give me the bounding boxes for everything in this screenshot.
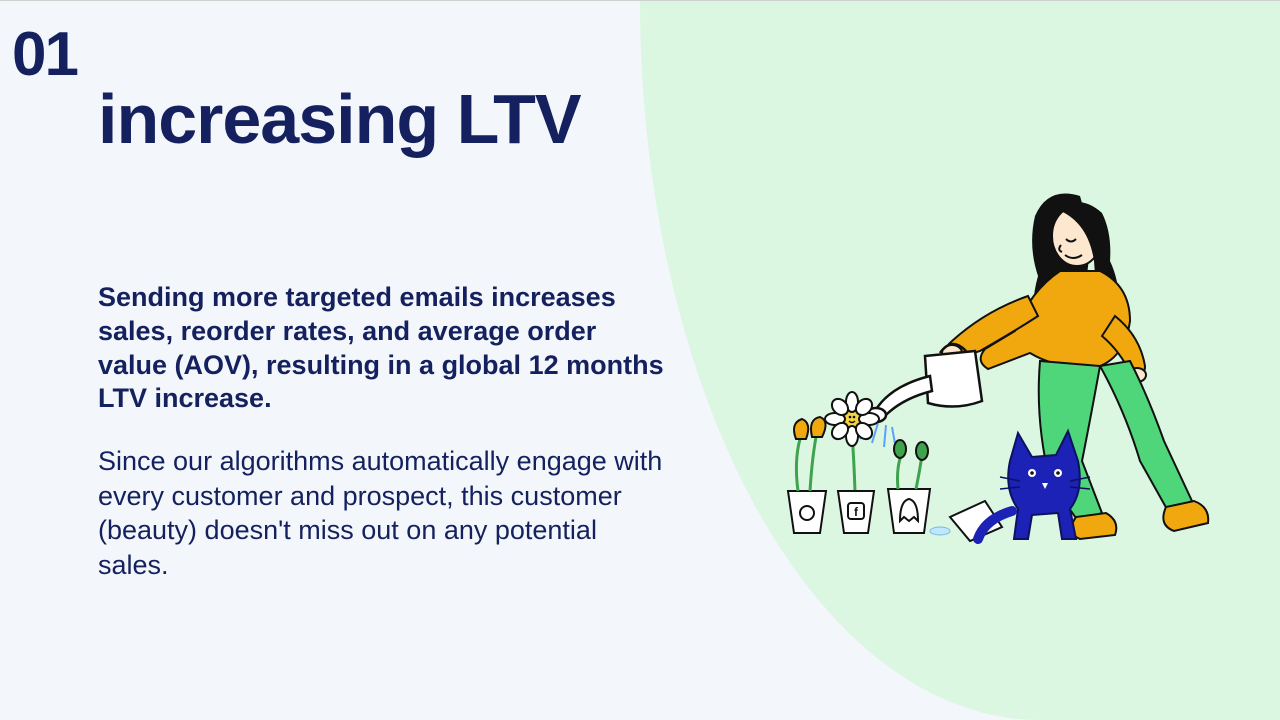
pot-ghost-icon (888, 440, 950, 535)
shoe-right-icon (1163, 501, 1208, 531)
daisy-icon: f (825, 392, 879, 533)
paragraph-bold: Sending more targeted emails increases s… (98, 281, 668, 416)
paragraph-regular: Since our algorithms automatically engag… (98, 444, 668, 582)
slide-title: increasing LTV (98, 79, 581, 159)
shoe-left-icon (1071, 513, 1116, 539)
slide-number: 01 (12, 19, 77, 90)
cat-icon (978, 431, 1090, 539)
illustration: f (780, 161, 1260, 581)
leg-right-icon (1100, 361, 1192, 511)
watering-can-icon (866, 344, 982, 422)
text-block: Sending more targeted emails increases s… (98, 281, 668, 582)
slide-page: 01 increasing LTV Sending more targeted … (0, 0, 1280, 720)
pot-tulips-icon (788, 417, 826, 533)
